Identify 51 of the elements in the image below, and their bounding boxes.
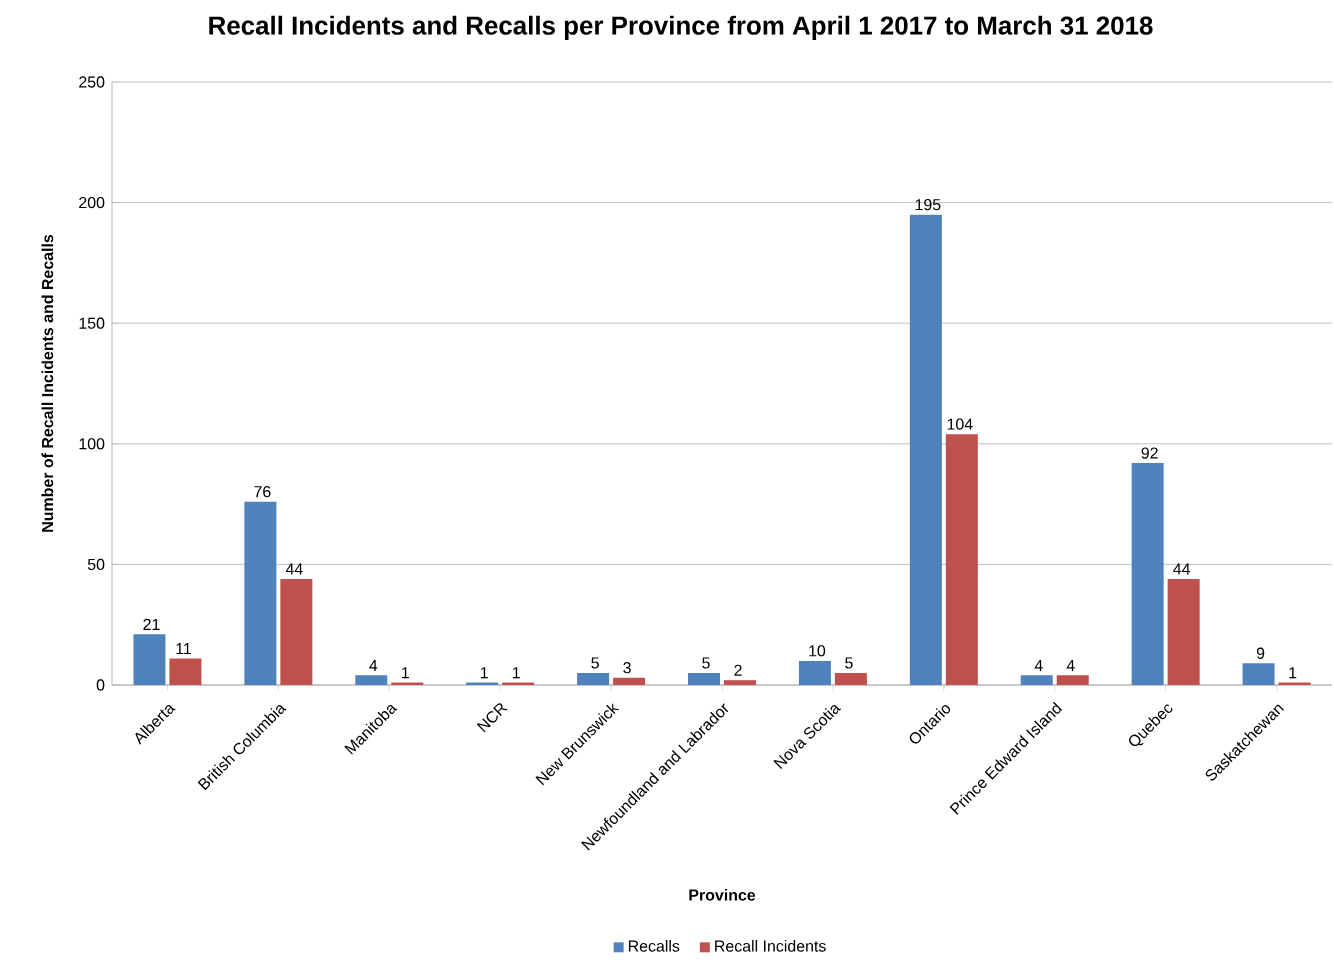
- bar: [244, 501, 277, 685]
- bar: [613, 677, 646, 685]
- bar: [1020, 675, 1053, 685]
- bar: [1167, 578, 1200, 685]
- y-tick-label: 150: [79, 317, 105, 329]
- bar: [355, 675, 388, 685]
- bar: [1056, 675, 1089, 685]
- data-label: 11: [176, 643, 191, 655]
- data-label: 2: [734, 664, 742, 676]
- bar: [909, 214, 942, 685]
- data-label: 44: [285, 563, 303, 575]
- data-label: 4: [369, 659, 378, 671]
- bar: [798, 660, 831, 685]
- data-label: 1: [402, 667, 409, 679]
- data-label: 5: [845, 657, 853, 669]
- bar: [169, 658, 202, 685]
- data-label: 3: [623, 662, 631, 674]
- bar: [1131, 463, 1164, 685]
- data-label: 44: [1173, 563, 1191, 575]
- y-tick-label: 250: [79, 76, 105, 88]
- bar: [724, 680, 756, 685]
- bar: [945, 434, 978, 685]
- legend-label: Recalls: [628, 940, 680, 952]
- bar: [133, 634, 166, 685]
- y-tick-label: 0: [96, 679, 105, 691]
- data-label: 21: [143, 618, 160, 630]
- data-label: 195: [915, 198, 941, 211]
- bar: [577, 672, 610, 685]
- legend-label: Recall Incidents: [715, 940, 826, 952]
- y-tick-label: 200: [79, 196, 105, 209]
- bar: [688, 672, 721, 685]
- data-label: 104: [947, 418, 973, 430]
- y-tick-label: 100: [79, 438, 105, 450]
- bar: [834, 672, 867, 685]
- data-label: 1: [1289, 667, 1297, 679]
- bar: [1242, 663, 1275, 685]
- data-label: 1: [480, 667, 488, 679]
- data-label: 9: [1256, 647, 1265, 659]
- data-label: 4: [1034, 659, 1043, 671]
- data-label: 76: [254, 486, 271, 498]
- data-label: 4: [1066, 659, 1075, 671]
- x-axis-title: Province: [689, 888, 756, 901]
- data-label: 5: [702, 657, 710, 669]
- bar: [280, 578, 313, 685]
- y-axis-title: Number of Recall Incidents and Recalls: [41, 234, 54, 532]
- chart-title: Recall Incidents and Recalls per Province from April 1 2017 to March 31 2018: [209, 15, 1153, 40]
- data-label: 5: [591, 657, 599, 669]
- y-tick-label: 50: [87, 558, 105, 571]
- data-label: 10: [809, 645, 826, 657]
- data-label: 1: [512, 667, 520, 679]
- data-label: 92: [1141, 447, 1158, 459]
